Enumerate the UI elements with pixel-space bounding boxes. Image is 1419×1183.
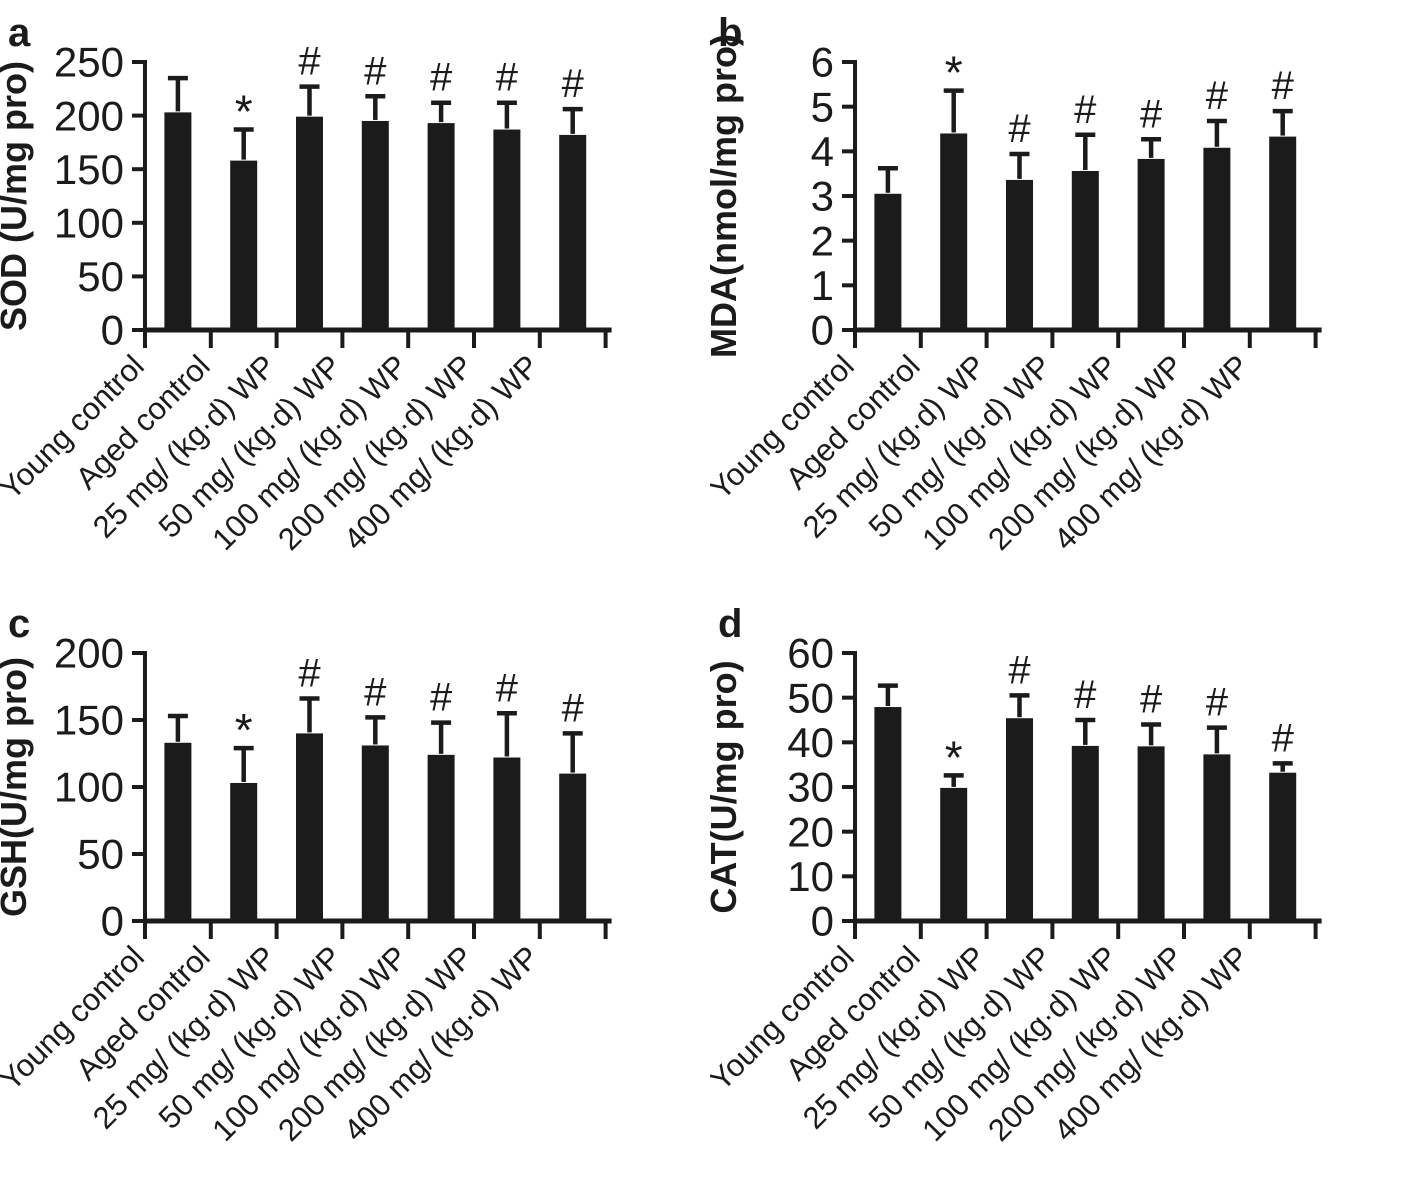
significance-marker: # (496, 666, 519, 710)
y-tick-label: 2 (811, 217, 834, 264)
panel-d: d CAT(U/mg pro) 0 10 20 30 40 50 60 Young control… (710, 591, 1419, 1183)
bar (230, 782, 258, 921)
significance-marker: # (1140, 677, 1163, 721)
bar (874, 707, 902, 921)
significance-marker: # (1272, 64, 1295, 108)
bar (1071, 745, 1099, 921)
panel-letter: d (718, 602, 742, 646)
significance-marker: # (1074, 673, 1097, 717)
significance-marker: # (430, 676, 453, 720)
bar (1203, 147, 1231, 330)
panel-letter: a (8, 11, 31, 55)
significance-marker: # (1206, 74, 1229, 118)
y-tick-label: 100 (54, 200, 124, 247)
y-tick-label: 60 (787, 630, 834, 677)
bar (164, 742, 192, 921)
y-tick-label: 1 (811, 262, 834, 309)
bar (940, 133, 968, 330)
significance-marker: * (235, 704, 253, 756)
significance-marker: # (1074, 88, 1097, 132)
bar (164, 112, 192, 330)
y-tick-label: 40 (787, 719, 834, 766)
bar (1269, 136, 1297, 330)
y-tick-label: 10 (787, 853, 834, 900)
significance-marker: * (945, 731, 963, 783)
y-tick-label: 0 (811, 307, 834, 354)
y-tick-label: 0 (101, 898, 124, 945)
panel-a: a SOD (U/mg pro) 0 50 100 150 200 250 Young cont… (0, 0, 710, 591)
y-axis-title: GSH(U/mg pro) (0, 657, 34, 917)
y-tick-label: 50 (77, 253, 124, 300)
significance-marker: # (298, 40, 321, 84)
bar (230, 160, 258, 330)
y-tick-label: 0 (101, 307, 124, 354)
significance-marker: # (364, 670, 387, 714)
y-tick-label: 250 (54, 39, 124, 86)
bar (1269, 772, 1297, 921)
bar (940, 787, 968, 921)
y-axis-title: MDA(nmol/mg pro) (710, 34, 744, 358)
bar (296, 116, 323, 330)
y-tick-label: 50 (77, 831, 124, 878)
bar (427, 754, 455, 921)
significance-marker: # (1008, 648, 1031, 692)
bar (1006, 179, 1033, 330)
bar (493, 129, 521, 330)
bar (1137, 746, 1165, 921)
bar (296, 733, 323, 921)
bar (1006, 718, 1033, 921)
y-tick-label: 150 (54, 697, 124, 744)
y-tick-label: 4 (811, 128, 834, 175)
y-tick-label: 0 (811, 898, 834, 945)
significance-marker: * (235, 86, 253, 138)
significance-marker: # (364, 49, 387, 93)
bar (493, 757, 521, 921)
significance-marker: * (945, 47, 963, 99)
significance-marker: # (562, 686, 585, 730)
significance-marker: # (1206, 681, 1229, 725)
significance-marker: # (1140, 92, 1163, 136)
panel-b: b MDA(nmol/mg pro) 0 1 2 3 4 5 6 Young control * Ag… (710, 0, 1419, 591)
significance-marker: # (298, 652, 321, 696)
y-tick-label: 200 (54, 630, 124, 677)
y-tick-label: 3 (811, 173, 834, 220)
y-axis-title: SOD (U/mg pro) (0, 61, 34, 331)
y-tick-label: 5 (811, 83, 834, 130)
panel-letter: b (718, 11, 742, 55)
panel-c: c GSH(U/mg pro) 0 50 100 150 200 Young control *… (0, 591, 710, 1183)
y-tick-label: 6 (811, 39, 834, 86)
y-tick-label: 50 (787, 674, 834, 721)
bar (361, 120, 389, 331)
significance-marker: # (496, 56, 519, 100)
bar (1071, 170, 1099, 330)
y-tick-label: 150 (54, 146, 124, 193)
y-axis-title: CAT(U/mg pro) (710, 660, 744, 913)
bar (1137, 158, 1165, 330)
significance-marker: # (430, 56, 453, 100)
significance-marker: # (1008, 107, 1031, 151)
bar (559, 773, 587, 921)
bar (1203, 754, 1231, 921)
bar (559, 134, 587, 330)
y-tick-label: 100 (54, 764, 124, 811)
y-tick-label: 30 (787, 764, 834, 811)
bar (427, 123, 455, 330)
significance-marker: # (1272, 716, 1295, 760)
y-tick-label: 200 (54, 92, 124, 139)
significance-marker: # (562, 62, 585, 106)
y-tick-label: 20 (787, 808, 834, 855)
panel-letter: c (8, 602, 30, 646)
bar (874, 193, 902, 330)
bar (361, 745, 389, 921)
